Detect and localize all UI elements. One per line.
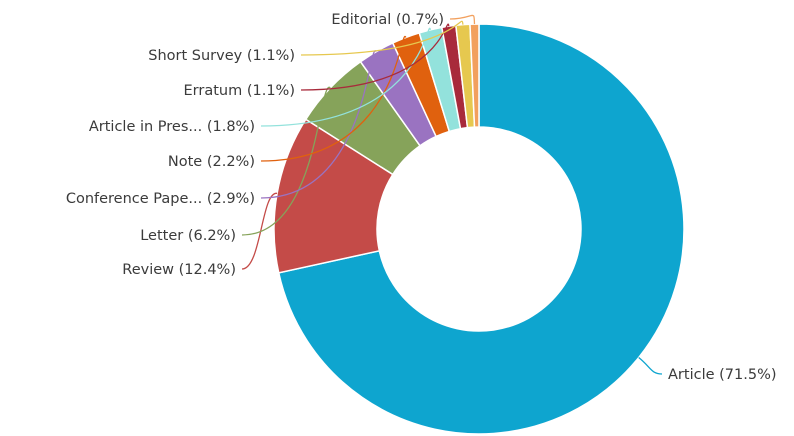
slice-label-8: Editorial (0.7%) [331,12,444,28]
slice-label-7: Short Survey (1.1%) [148,48,295,64]
slices [273,23,685,435]
leader-line-3 [260,50,377,199]
leader-line-7 [300,20,464,56]
slice-label-0: Article (71.5%) [668,367,777,383]
slice-labels: Article (71.5%) Review (12.4%) Letter (6.2… [66,12,777,383]
slice-label-5: Article in Pres... (1.8%) [89,119,255,135]
leader-lines [241,14,663,375]
slice-label-4: Note (2.2%) [168,154,255,170]
slice-label-1: Review (12.4%) [122,262,236,278]
leader-line-2 [241,87,331,236]
slice-label-6: Erratum (1.1%) [184,83,295,99]
leader-line-6 [300,23,450,91]
leader-line-8 [449,14,476,25]
slice-label-3: Conference Pape... (2.9%) [66,191,255,207]
slice-8[interactable] [469,23,480,128]
leader-line-5 [260,27,432,127]
leader-line-1 [241,192,278,270]
leader-line-0 [638,357,663,375]
slice-0[interactable] [277,23,685,435]
slice-label-2: Letter (6.2%) [140,228,236,244]
